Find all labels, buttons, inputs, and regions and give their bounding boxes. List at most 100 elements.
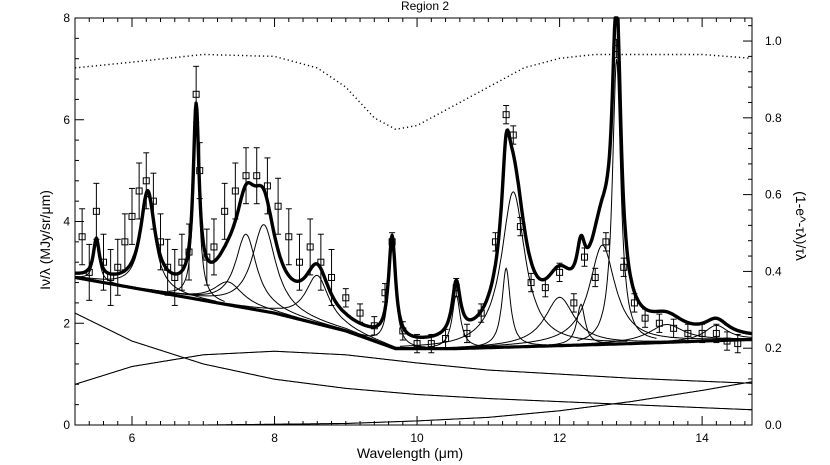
data-point: [221, 182, 229, 240]
data-marker: [452, 284, 460, 292]
data-marker: [85, 268, 93, 276]
data-point: [192, 65, 200, 123]
data-point: [620, 257, 628, 277]
data-marker: [149, 197, 157, 205]
data-marker: [723, 337, 731, 345]
data-marker: [196, 167, 204, 175]
data-marker: [620, 263, 628, 271]
data-point: [712, 323, 720, 344]
data-point: [149, 172, 157, 230]
data-points: [78, 38, 742, 354]
data-point: [107, 248, 115, 306]
data-marker: [388, 238, 396, 246]
data-marker: [556, 268, 564, 276]
data-marker: [655, 319, 663, 327]
y-right-tick-label: 0.0: [765, 418, 782, 432]
data-marker: [427, 340, 435, 348]
data-marker: [274, 202, 282, 210]
data-point: [171, 248, 179, 306]
data-point: [253, 147, 261, 205]
data-marker: [328, 273, 336, 281]
data-marker: [381, 289, 389, 297]
y-tick-label: 0: [63, 418, 70, 432]
data-marker: [157, 238, 165, 246]
data-marker: [342, 294, 350, 302]
data-point: [328, 248, 336, 306]
x-tick-label: 14: [695, 431, 709, 445]
data-point: [684, 323, 692, 344]
data-point: [670, 318, 678, 338]
data-marker: [581, 253, 589, 261]
data-marker: [591, 273, 599, 281]
chart-title: Region 2: [401, 0, 449, 13]
data-marker: [128, 212, 136, 220]
data-marker: [92, 207, 100, 215]
data-point: [641, 308, 649, 328]
data-marker: [477, 309, 485, 317]
x-axis-label: Wavelength (μm): [357, 445, 463, 461]
x-tick-label: 12: [553, 431, 567, 445]
total-fit: [74, 16, 753, 339]
data-marker: [641, 314, 649, 322]
data-point: [157, 213, 165, 271]
data-marker: [613, 45, 621, 53]
y-right-tick-label: 0.8: [765, 111, 782, 125]
data-point: [491, 232, 499, 252]
data-marker: [602, 238, 610, 246]
x-tick-label: 6: [129, 431, 136, 445]
data-marker: [541, 284, 549, 292]
data-point: [570, 293, 578, 313]
data-marker: [210, 243, 218, 251]
y-tick-label: 8: [63, 11, 70, 25]
data-marker: [527, 279, 535, 287]
data-marker: [306, 243, 314, 251]
data-marker: [178, 258, 186, 266]
data-point: [591, 267, 599, 288]
data-point: [295, 233, 303, 291]
data-point: [509, 125, 517, 145]
continuum-component-1: [74, 312, 752, 411]
data-marker: [712, 329, 720, 337]
data-point: [630, 293, 638, 313]
data-point: [164, 238, 172, 296]
data-marker: [630, 299, 638, 307]
data-point: [516, 216, 524, 237]
data-marker: [442, 335, 450, 343]
data-marker: [463, 329, 471, 337]
data-point: [128, 187, 136, 245]
data-point: [734, 333, 742, 354]
data-point: [356, 303, 364, 323]
data-point: [114, 238, 122, 296]
axes: 6 8 10 12 14 0 2 4 6 8 0.0 0.2 0.4 0.6 0.8 1.0: [63, 11, 782, 445]
y-right-tick-label: 1.0: [765, 34, 782, 48]
model-curves: [74, 16, 753, 426]
data-marker: [78, 233, 86, 241]
data-point: [613, 38, 621, 59]
data-marker: [242, 172, 250, 180]
data-marker: [171, 273, 179, 281]
data-marker: [356, 309, 364, 317]
data-marker: [413, 340, 421, 348]
feature-11: [399, 191, 628, 347]
data-point: [581, 247, 589, 267]
x-tick-label: 8: [271, 431, 278, 445]
data-point: [527, 272, 535, 293]
data-point: [399, 321, 407, 341]
y-tick-label: 2: [63, 316, 70, 330]
data-point: [723, 331, 731, 351]
data-point: [263, 157, 271, 215]
feature-6: [150, 224, 379, 342]
data-point: [85, 243, 93, 301]
data-marker: [164, 263, 172, 271]
data-marker: [192, 90, 200, 98]
data-point: [477, 303, 485, 323]
data-point: [541, 277, 549, 298]
data-marker: [107, 273, 115, 281]
data-point: [502, 105, 510, 125]
data-point: [78, 208, 86, 266]
data-point: [442, 328, 450, 349]
data-point: [655, 313, 663, 333]
data-point: [306, 218, 314, 276]
data-point: [196, 142, 204, 200]
